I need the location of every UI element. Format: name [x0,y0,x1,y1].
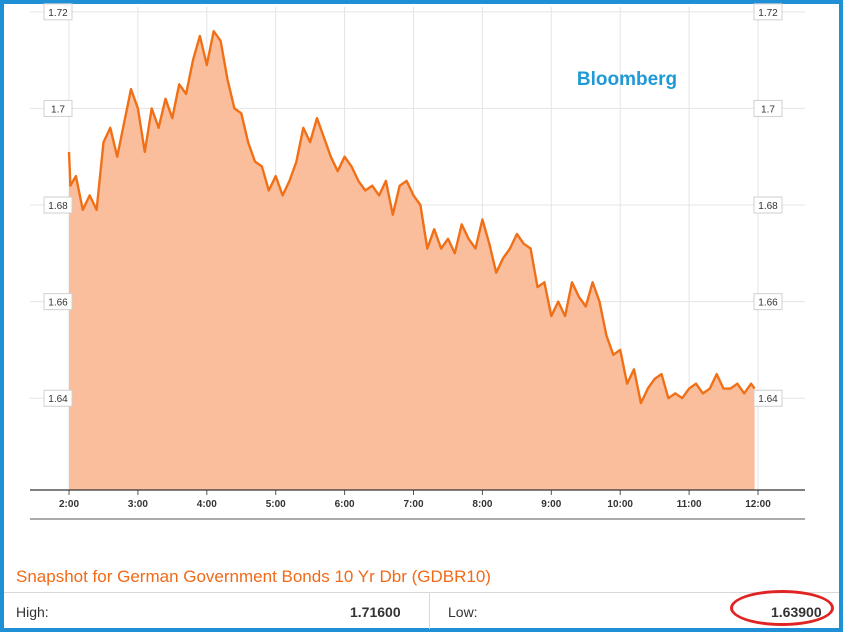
x-tick-label: 7:00 [403,499,423,510]
y-tick-box [753,293,783,311]
y-tick-label-right: 1.68 [758,201,778,212]
low-label: Low: [448,604,478,620]
y-tick-label-right: 1.72 [758,8,778,19]
x-tick-label: 12:00 [745,499,771,510]
y-tick-label-left: 1.68 [48,201,68,212]
y-tick-box [43,293,73,311]
x-tick-label: 9:00 [541,499,561,510]
y-tick-label-left: 1.66 [48,298,68,309]
x-tick-label: 3:00 [128,499,148,510]
x-tick-label: 2:00 [59,499,79,510]
y-tick-box [753,196,783,214]
x-tick-label: 5:00 [266,499,286,510]
x-tick-label: 6:00 [335,499,355,510]
y-tick-label-left: 1.64 [48,394,68,405]
y-tick-label-right: 1.64 [758,394,778,405]
y-tick-label-right: 1.7 [761,104,775,115]
y-tick-box [43,389,73,407]
y-tick-box [753,99,783,117]
y-tick-box [43,3,73,21]
low-value-highlight-ellipse [730,590,834,626]
axes: 1.72 1.72 1.7 1.7 1.68 1.68 1.66 1.66 1.64 1.64 2:… [30,3,805,520]
y-tick-label-right: 1.66 [758,298,778,309]
y-tick-box [43,196,73,214]
y-tick-box [753,389,783,407]
high-label: High: [16,604,49,620]
stats-divider [429,593,430,629]
y-tick-box [43,99,73,117]
price-line [67,30,756,405]
stats-row: High: 1.71600 Low: 1.63900 [4,592,839,629]
x-tick-label: 10:00 [607,499,633,510]
x-tick-label: 4:00 [197,499,217,510]
x-tick-label: 8:00 [472,499,492,510]
bloomberg-logo: Bloomberg [577,69,677,90]
y-tick-label-left: 1.7 [51,104,65,115]
snapshot-title: Snapshot for German Government Bonds 10 … [16,567,491,586]
y-tick-label-left: 1.72 [48,8,68,19]
y-tick-box [753,3,783,21]
price-area [69,31,755,490]
x-tick-label: 11:00 [677,499,702,510]
high-value: 1.71600 [350,604,401,620]
